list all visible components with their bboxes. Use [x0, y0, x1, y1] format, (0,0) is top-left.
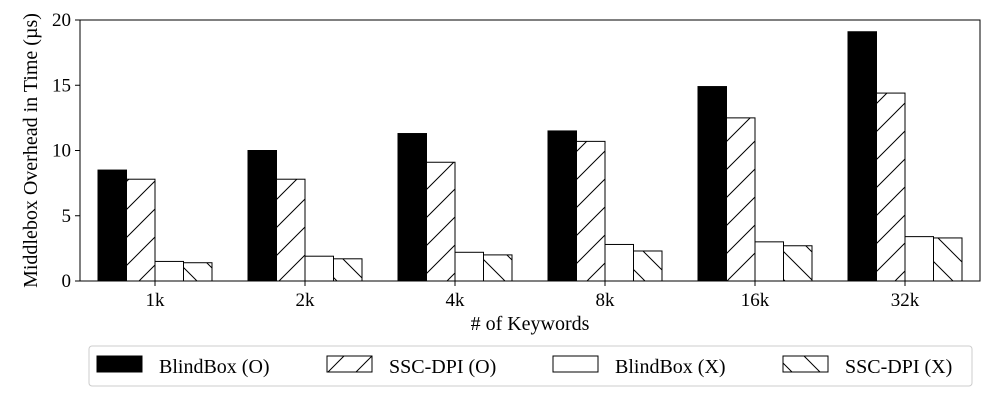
x-tick-label: 1k [146, 290, 166, 311]
x-tick-label: 32k [891, 290, 920, 311]
bar-blindbox-o-16k [697, 86, 727, 282]
y-axis-label: Middlebox Overhead in Time (µs) [20, 13, 42, 288]
bar-ssc-dpi-x-2k [333, 258, 363, 282]
bar-ssc-dpi-o-8k [576, 140, 606, 282]
bar-ssc-dpi-x-1k [183, 262, 213, 282]
legend-swatch [96, 355, 143, 373]
bar-blindbox-o-2k [247, 150, 277, 282]
y-tick-label: 15 [52, 75, 71, 96]
y-tick-label: 20 [52, 10, 71, 31]
plot-frame [79, 19, 981, 282]
bar-ssc-dpi-x-8k [633, 250, 663, 282]
y-tick-label: 10 [52, 141, 71, 162]
legend-swatch [782, 355, 829, 373]
legend-label: SSC-DPI (X) [845, 356, 952, 378]
bar-blindbox-x-32k [904, 236, 934, 282]
bar-ssc-dpi-o-16k [726, 117, 756, 282]
legend-swatch [326, 355, 373, 373]
bar-ssc-dpi-o-32k [876, 92, 906, 282]
x-tick-label: 8k [596, 290, 616, 311]
bar-blindbox-o-32k [847, 31, 877, 282]
legend-label: SSC-DPI (O) [389, 356, 496, 378]
y-tick-label: 0 [62, 271, 72, 292]
bars-layer [97, 31, 963, 282]
x-tick-label: 16k [741, 290, 770, 311]
legend-label: BlindBox (O) [159, 356, 270, 378]
x-tick-label: 4k [446, 290, 466, 311]
y-tick-label: 5 [62, 206, 72, 227]
bar-blindbox-x-16k [754, 241, 784, 282]
bar-blindbox-x-4k [454, 251, 484, 282]
legend-label: BlindBox (X) [615, 356, 726, 378]
legend-swatch [552, 355, 599, 373]
bar-ssc-dpi-o-2k [276, 178, 306, 282]
bar-ssc-dpi-o-4k [426, 161, 456, 282]
bar-blindbox-o-8k [547, 130, 577, 282]
legend-box [88, 345, 973, 387]
bar-blindbox-x-8k [604, 243, 634, 282]
bar-blindbox-o-4k [397, 133, 427, 282]
bar-blindbox-o-1k [97, 169, 127, 282]
x-axis: 1k 2k 4k 8k 16k 32k [146, 281, 920, 311]
bar-blindbox-x-1k [154, 260, 184, 282]
bar-ssc-dpi-o-1k [126, 178, 156, 282]
y-axis: 0 5 10 15 20 [52, 10, 80, 292]
bar-ssc-dpi-x-16k [783, 245, 813, 282]
bar-blindbox-x-2k [304, 255, 334, 282]
legend: BlindBox (O) SSC-DPI (O) BlindBox (X) SSC-D… [88, 345, 973, 387]
x-axis-label: # of Keywords [471, 313, 590, 335]
bar-ssc-dpi-x-4k [483, 254, 513, 282]
bar-ssc-dpi-x-32k [933, 237, 963, 282]
x-tick-label: 2k [296, 290, 316, 311]
